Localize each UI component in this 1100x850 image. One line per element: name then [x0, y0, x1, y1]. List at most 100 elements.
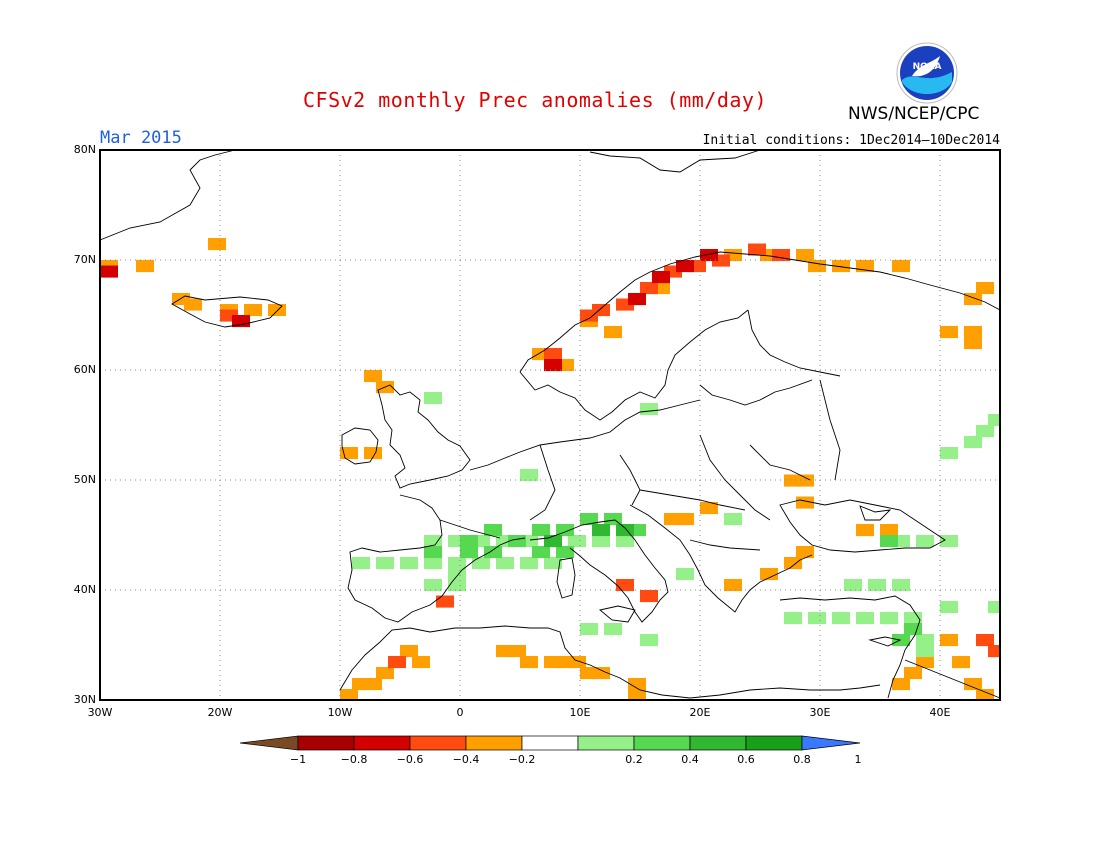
anomaly-cell: [580, 513, 598, 526]
anomaly-cell: [592, 304, 610, 317]
anomaly-cell: [964, 293, 982, 306]
anomaly-cell: [916, 535, 934, 548]
anomaly-cell: [832, 260, 850, 273]
agency-label: NWS/NCEP/CPC: [848, 104, 980, 124]
anomaly-cell: [616, 524, 634, 537]
latitude-label: 80N: [73, 143, 96, 156]
anomaly-cell: [532, 546, 550, 559]
lat-lon-grid: [100, 150, 1000, 700]
anomaly-cell: [616, 579, 634, 592]
anomaly-cell: [724, 513, 742, 526]
anomaly-cell: [568, 535, 586, 548]
longitude-label: 10E: [569, 706, 591, 719]
anomaly-cell: [400, 557, 418, 570]
anomaly-cell: [436, 595, 454, 608]
anomaly-cell: [544, 359, 562, 372]
anomaly-cell: [424, 579, 442, 592]
anomaly-cell: [448, 557, 466, 570]
anomaly-cell: [520, 656, 538, 669]
anomaly-cell: [916, 656, 934, 669]
anomaly-cell: [880, 535, 898, 548]
anomaly-cell: [592, 524, 610, 537]
anomaly-cell: [988, 414, 1000, 427]
anomaly-cell: [640, 590, 658, 603]
anomaly-cell: [976, 634, 994, 647]
anomaly-cell: [412, 656, 430, 669]
anomaly-cell: [508, 535, 526, 548]
anomaly-cell: [556, 524, 574, 537]
anomaly-cell: [940, 535, 958, 548]
colorbar-swatch: [297, 735, 355, 751]
anomaly-cells: [100, 238, 1000, 700]
latitude-label: 50N: [73, 473, 96, 486]
colorbar-tick-label: 0.6: [737, 753, 755, 766]
anomaly-cell: [664, 513, 682, 526]
anomaly-cell: [376, 667, 394, 680]
colorbar-tick-label: 0.8: [793, 753, 811, 766]
anomaly-cell: [676, 568, 694, 581]
anomaly-cell: [376, 557, 394, 570]
anomaly-cell: [856, 612, 874, 625]
anomaly-cell: [964, 678, 982, 691]
anomaly-cell: [448, 568, 466, 581]
colorbar-tick-label: 1: [854, 753, 862, 766]
colorbar-arrow-high: [801, 735, 861, 751]
anomaly-cell: [520, 557, 538, 570]
anomaly-cell: [796, 546, 814, 559]
anomaly-cell: [784, 557, 802, 570]
anomaly-cell: [832, 612, 850, 625]
anomaly-cell: [424, 392, 442, 405]
anomaly-cell: [964, 436, 982, 449]
colorbar-swatch: [577, 735, 635, 751]
anomaly-cell: [748, 243, 766, 256]
anomaly-cell: [640, 403, 658, 416]
noaa-logo-icon: NOAA: [896, 42, 958, 104]
anomaly-cell: [544, 557, 562, 570]
anomaly-cell: [976, 425, 994, 438]
latitude-label: 30N: [73, 693, 96, 706]
forecast-month: Mar 2015: [100, 128, 182, 148]
anomaly-cell: [652, 271, 670, 284]
colorbar-swatch: [465, 735, 523, 751]
anomaly-cell: [592, 667, 610, 680]
anomaly-cell: [904, 612, 922, 625]
anomaly-cell: [424, 535, 442, 548]
longitude-label: 0: [456, 706, 464, 719]
colorbar-tick-label: −1: [289, 753, 307, 766]
anomaly-cell: [484, 524, 502, 537]
anomaly-cell: [556, 546, 574, 559]
colorbar-swatch: [409, 735, 467, 751]
anomaly-cell: [364, 370, 382, 383]
anomaly-cell: [904, 623, 922, 636]
anomaly-cell: [892, 579, 910, 592]
latitude-label: 70N: [73, 253, 96, 266]
anomaly-cell: [532, 524, 550, 537]
anomaly-cell: [424, 557, 442, 570]
anomaly-cell: [808, 612, 826, 625]
colorbar-tick-label: −0.6: [396, 753, 424, 766]
anomaly-cell: [700, 502, 718, 515]
anomaly-cell: [604, 623, 622, 636]
anomaly-cell: [460, 546, 478, 559]
colorbar-swatch: [353, 735, 411, 751]
anomaly-cell: [760, 568, 778, 581]
anomaly-cell: [364, 447, 382, 460]
colorbar-tick-label: −0.8: [340, 753, 368, 766]
anomaly-cell: [892, 678, 910, 691]
anomaly-cell: [388, 656, 406, 669]
anomaly-cell: [628, 293, 646, 306]
longitude-label: 20E: [689, 706, 711, 719]
anomaly-cell: [880, 612, 898, 625]
anomaly-cell: [460, 535, 478, 548]
anomaly-cell: [808, 260, 826, 273]
anomaly-cell: [868, 579, 886, 592]
longitude-label: 40E: [929, 706, 951, 719]
anomaly-cell: [892, 634, 910, 647]
colorbar-swatch: [745, 735, 803, 751]
anomaly-cell: [352, 678, 370, 691]
anomaly-cell: [880, 524, 898, 537]
anomaly-cell: [964, 337, 982, 350]
anomaly-cell: [268, 304, 286, 317]
anomaly-cell: [952, 656, 970, 669]
